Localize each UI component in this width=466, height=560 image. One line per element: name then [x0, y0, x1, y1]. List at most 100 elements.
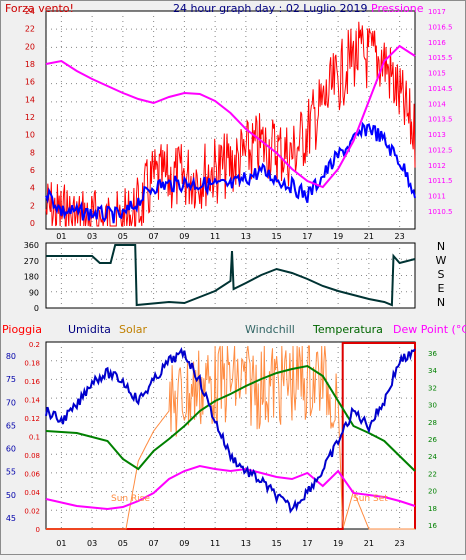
tick-label: 34 [428, 367, 437, 375]
humidity-legend: Umidita [68, 323, 111, 336]
hour-label: 13 [241, 232, 251, 241]
temperature-axis: 36 34 32 30 28 26 24 22 20 18 16 [428, 350, 437, 530]
tick-label: 360 [24, 241, 39, 250]
tick-label: 180 [24, 273, 39, 282]
tick-label: 1016 [428, 39, 446, 47]
hour-label: 17 [302, 539, 312, 548]
hour-label: 17 [302, 232, 312, 241]
tick-label: 1014.5 [428, 85, 453, 93]
tick-label: 1015 [428, 70, 446, 78]
tick-label: 55 [6, 468, 16, 477]
tick-label: 36 [428, 350, 437, 358]
tick-label: 0.08 [24, 452, 40, 460]
tick-label: 12 [25, 113, 35, 122]
hour-label: 19 [333, 232, 343, 241]
hour-label: 11 [210, 232, 220, 241]
tick-label: 30 [428, 402, 437, 410]
tick-label: 1013.5 [428, 116, 453, 124]
hour-label: 21 [364, 232, 374, 241]
temperature-legend: Temperatura [312, 323, 383, 336]
tick-label: 0.2 [29, 341, 40, 349]
tick-label: 6 [30, 166, 35, 175]
tick-label: 0.02 [24, 508, 40, 516]
tick-label: 65 [6, 421, 16, 430]
tick-label: 75 [6, 375, 16, 384]
tick-label: 80 [6, 352, 16, 361]
tick-label: 18 [428, 505, 437, 513]
compass-label: E [438, 282, 445, 295]
hour-label: 01 [56, 232, 66, 241]
pressure-title: Pressione [371, 2, 424, 15]
tick-label: 0.18 [24, 360, 40, 368]
wind-gust-series [45, 21, 416, 227]
hour-label: 15 [272, 539, 282, 548]
dewpoint-legend: Dew Point (°C) [393, 323, 466, 336]
compass-label: N [437, 240, 445, 253]
tick-label: 0.1 [29, 434, 40, 442]
hour-label: 13 [241, 539, 251, 548]
solar-legend: Solar [119, 323, 148, 336]
tick-label: 26 [428, 436, 437, 444]
tick-label: 90 [29, 288, 39, 297]
tick-label: 2 [30, 201, 35, 210]
tick-label: 10 [25, 131, 35, 140]
temperature-series [45, 364, 416, 472]
tick-label: 0 [36, 526, 40, 534]
tick-label: 24 [428, 453, 437, 461]
tick-label: 1012 [428, 162, 446, 170]
hour-label: 07 [149, 539, 159, 548]
hour-label: 01 [56, 539, 66, 548]
rain-series [46, 342, 416, 530]
tick-label: 1010.5 [428, 208, 453, 216]
tick-label: 20 [428, 488, 437, 496]
tick-label: 1012.5 [428, 146, 453, 154]
wind-title: Forza vento! [5, 2, 74, 15]
hour-label: 09 [179, 539, 189, 548]
humidity-axis: 80 75 70 65 60 55 50 45 [6, 352, 16, 523]
rain-legend: Pioggia [2, 323, 42, 336]
tick-label: 32 [428, 384, 437, 392]
wind-direction-grid [46, 243, 415, 308]
hour-label: 03 [87, 539, 97, 548]
compass-label: S [438, 268, 445, 281]
hour-label: 21 [364, 539, 374, 548]
tick-label: 50 [6, 491, 16, 500]
tick-label: 22 [428, 470, 437, 478]
tick-label: 14 [25, 95, 35, 104]
tick-label: 1013 [428, 131, 446, 139]
tick-label: 8 [30, 148, 35, 157]
tick-label: 28 [428, 419, 437, 427]
wind-direction-series [46, 244, 416, 307]
wind-average-series [45, 121, 416, 224]
direction-axis: 360 270 180 90 0 [24, 241, 39, 313]
tick-label: 1017 [428, 8, 446, 16]
hour-label: 05 [118, 232, 128, 241]
hour-label: 05 [118, 539, 128, 548]
top-hour-axis: 01 03 05 07 09 11 13 15 17 19 21 23 [56, 232, 404, 241]
windchill-legend: Windchill [245, 323, 295, 336]
tick-label: 0.16 [24, 378, 40, 386]
tick-label: 0 [30, 219, 35, 228]
tick-label: 0.04 [24, 489, 40, 497]
tick-label: 70 [6, 398, 16, 407]
tick-label: 22 [25, 25, 35, 34]
hour-label: 23 [395, 539, 405, 548]
sunset-label: Sun Set [353, 494, 388, 504]
hour-label: 11 [210, 539, 220, 548]
tick-label: 1015.5 [428, 54, 453, 62]
sunrise-label: Sun Rise [111, 494, 150, 504]
tick-label: 1011.5 [428, 177, 453, 185]
tick-label: 4 [30, 184, 35, 193]
tick-label: 1014 [428, 100, 446, 108]
hour-label: 15 [272, 232, 282, 241]
graph-title: 24 hour graph day : 02 Luglio 2019 [173, 2, 368, 15]
tick-label: 0.14 [24, 397, 40, 405]
solar-series [46, 345, 415, 530]
hour-label: 19 [333, 539, 343, 548]
tick-label: 16 [428, 522, 437, 530]
tick-label: 1011 [428, 193, 446, 201]
